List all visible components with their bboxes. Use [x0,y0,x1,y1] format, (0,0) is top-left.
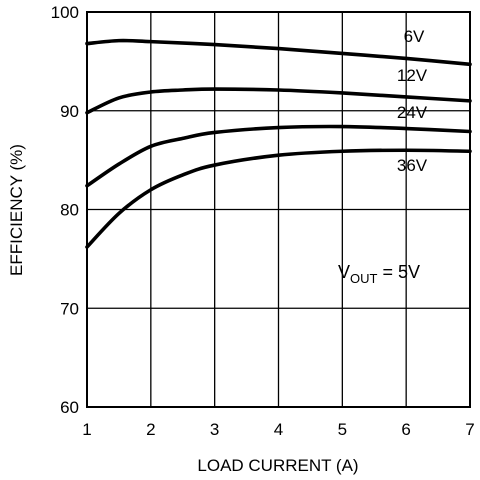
series-line-24v [85,124,472,188]
tick-labels: 1 2 3 4 5 6 7 60 70 80 90 100 [51,3,475,439]
x-axis-title: LOAD CURRENT (A) [197,456,358,475]
series-lines [85,38,472,249]
series-label-12v: 12V [397,66,428,85]
y-tick-label-90: 90 [60,102,79,121]
vout-annotation-rest: = 5V [377,262,420,282]
vout-annotation-main: V [338,262,350,282]
plot-frame [86,11,471,408]
grid [87,12,470,407]
y-tick-label-60: 60 [60,398,79,417]
y-tick-label-100: 100 [51,3,79,22]
vout-annotation-sub: OUT [350,271,378,286]
x-tick-label-6: 6 [401,420,410,439]
y-tick-label-70: 70 [60,299,79,318]
x-tick-label-2: 2 [146,420,155,439]
series-labels: 6V 12V 24V 36V [397,27,428,175]
series-line-36v [85,148,472,249]
x-tick-label-7: 7 [465,420,474,439]
x-tick-label-1: 1 [82,420,91,439]
y-tick-label-80: 80 [60,201,79,220]
x-tick-label-3: 3 [210,420,219,439]
series-label-24v: 24V [397,103,428,122]
x-tick-label-4: 4 [274,420,283,439]
x-tick-label-5: 5 [338,420,347,439]
series-line-6v [85,38,472,67]
series-label-36v: 36V [397,156,428,175]
y-axis-title: EFFICIENCY (%) [7,144,26,276]
series-line-12v [85,87,472,115]
vout-annotation: VOUT = 5V [338,262,420,286]
series-label-6v: 6V [404,27,425,46]
